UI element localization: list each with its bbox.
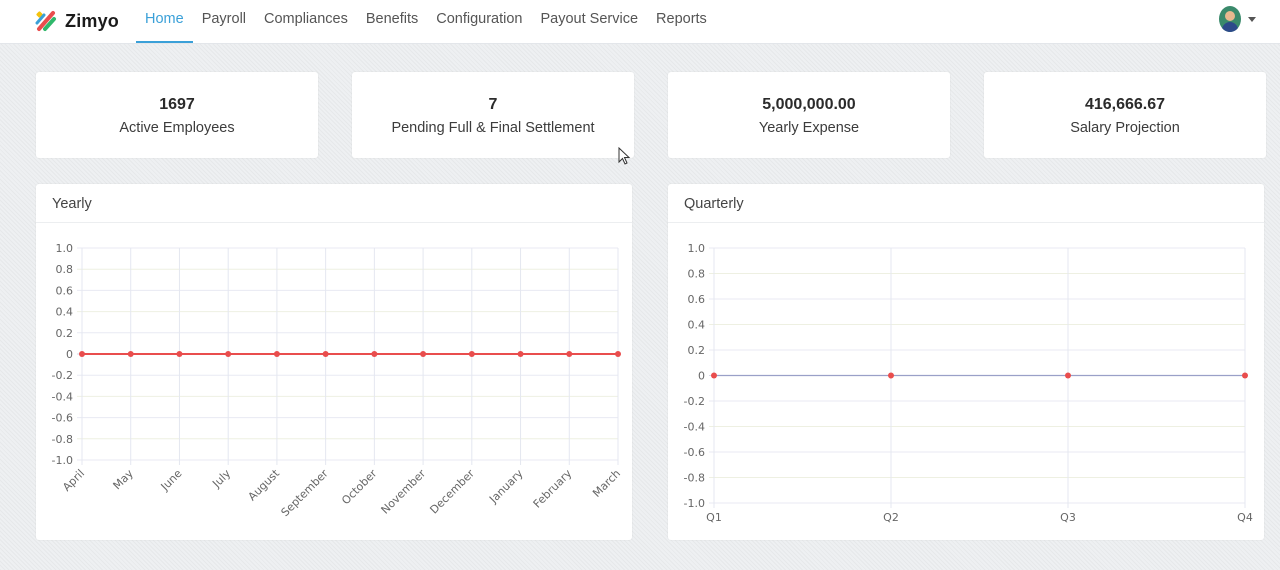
- user-avatar-icon[interactable]: [1219, 6, 1241, 32]
- panel-title: Quarterly: [668, 184, 1264, 223]
- stat-label: Yearly Expense: [758, 120, 860, 136]
- x-tick-label: May: [111, 467, 137, 493]
- stat-value: 416,666.67: [1084, 96, 1166, 113]
- y-tick-label: 0.6: [56, 284, 74, 297]
- x-tick-label: Q1: [706, 511, 722, 524]
- nav-item-home[interactable]: Home: [136, 0, 193, 43]
- nav-item-reports[interactable]: Reports: [656, 11, 707, 27]
- stat-value: 7: [488, 96, 498, 113]
- y-tick-label: 0: [698, 370, 705, 383]
- y-tick-label: 1.0: [56, 242, 74, 255]
- data-point: [888, 372, 894, 379]
- yearly-chart-panel: Yearly 1.0 0.8 0.6 0.4 0.2 0 -0.2 -0.4 -0.6 -0.8 -…: [36, 184, 632, 540]
- mouse-cursor-icon: [618, 146, 632, 172]
- stat-card-pending-settlement: 7 Pending Full & Final Settlement: [352, 72, 634, 158]
- x-tick-label: February: [531, 467, 575, 511]
- x-tick-label: Q3: [1060, 511, 1076, 524]
- stat-card-salary-projection: 416,666.67 Salary Projection: [984, 72, 1266, 158]
- stat-value: 1697: [159, 96, 195, 113]
- nav-item-payout-service[interactable]: Payout Service: [540, 11, 639, 27]
- x-tick-label: June: [158, 467, 185, 494]
- app-logo[interactable]: Zimyo: [35, 8, 119, 34]
- caret-down-icon[interactable]: [1248, 16, 1256, 22]
- data-point: [711, 372, 717, 379]
- stat-label: Pending Full & Final Settlement: [391, 120, 595, 136]
- stat-value: 5,000,000.00: [762, 96, 856, 113]
- y-tick-label: 0.8: [56, 263, 74, 276]
- y-tick-label: 0.6: [688, 293, 706, 306]
- data-point: [225, 351, 232, 357]
- stat-card-yearly-expense: 5,000,000.00 Yearly Expense: [668, 72, 950, 158]
- data-point: [615, 351, 621, 357]
- data-point: [517, 351, 524, 357]
- nav-item-configuration[interactable]: Configuration: [436, 11, 523, 27]
- y-tick-label: -1.0: [52, 454, 73, 467]
- data-point: [79, 351, 85, 357]
- y-tick-label: 0.4: [56, 306, 74, 319]
- nav-item-compliances[interactable]: Compliances: [264, 11, 348, 27]
- data-point: [322, 351, 329, 357]
- zimyo-logo-icon: [35, 10, 57, 32]
- x-tick-label: October: [339, 467, 380, 508]
- y-tick-label: -0.4: [684, 421, 705, 434]
- x-tick-label: December: [427, 467, 477, 517]
- main-nav: Home Payroll Compliances Benefits Config…: [136, 0, 716, 43]
- data-point: [420, 351, 427, 357]
- y-tick-label: 0.8: [688, 268, 706, 281]
- panel-title: Yearly: [36, 184, 632, 223]
- data-point: [176, 351, 183, 357]
- data-point: [127, 351, 134, 357]
- x-tick-label: Q4: [1237, 511, 1253, 524]
- nav-item-payroll[interactable]: Payroll: [201, 11, 247, 27]
- x-tick-label: April: [60, 467, 87, 494]
- y-tick-label: -0.4: [52, 390, 73, 403]
- y-tick-label: -0.6: [684, 446, 705, 459]
- y-tick-label: 0.4: [688, 319, 706, 332]
- data-point: [273, 351, 280, 357]
- top-navigation-bar: Zimyo Home Payroll Compliances Benefits …: [0, 0, 1280, 44]
- x-tick-label: November: [379, 467, 429, 517]
- x-tick-label: Q2: [883, 511, 899, 524]
- y-tick-label: 0: [66, 348, 73, 361]
- x-tick-label: March: [590, 467, 623, 500]
- nav-item-benefits[interactable]: Benefits: [365, 11, 419, 27]
- app-name: Zimyo: [65, 10, 120, 31]
- data-point: [468, 351, 475, 357]
- stat-label: Salary Projection: [1070, 120, 1180, 136]
- y-tick-label: -0.8: [684, 472, 705, 485]
- y-tick-label: 0.2: [56, 327, 74, 340]
- y-tick-label: -0.6: [52, 412, 73, 425]
- y-tick-label: -0.2: [684, 395, 705, 408]
- x-tick-label: August: [246, 466, 283, 503]
- data-point: [1242, 372, 1248, 379]
- quarterly-line-chart: 1.0 0.8 0.6 0.4 0.2 0 -0.2 -0.4 -0.6 -0.8 -1.0Q1 Q2…: [684, 242, 1253, 524]
- stat-label: Active Employees: [119, 120, 235, 136]
- x-tick-label: July: [209, 467, 233, 491]
- data-point: [566, 351, 573, 357]
- yearly-line-chart: 1.0 0.8 0.6 0.4 0.2 0 -0.2 -0.4 -0.6 -0.8 -1.0Apri…: [52, 242, 624, 520]
- y-tick-label: -1.0: [684, 497, 705, 510]
- y-tick-label: -0.8: [52, 433, 73, 446]
- quarterly-chart-panel: Quarterly 1.0 0.8 0.6 0.4 0.2 0 -0.2 -0.4 -0.6 -0…: [668, 184, 1264, 540]
- data-point: [1065, 372, 1071, 379]
- stat-card-active-employees: 1697 Active Employees: [36, 72, 318, 158]
- x-tick-label: September: [279, 467, 332, 520]
- data-point: [371, 351, 378, 357]
- y-tick-label: 1.0: [688, 242, 706, 255]
- y-tick-label: 0.2: [688, 344, 706, 357]
- x-tick-label: January: [486, 467, 526, 507]
- user-menu[interactable]: [1219, 6, 1256, 32]
- y-tick-label: -0.2: [52, 369, 73, 382]
